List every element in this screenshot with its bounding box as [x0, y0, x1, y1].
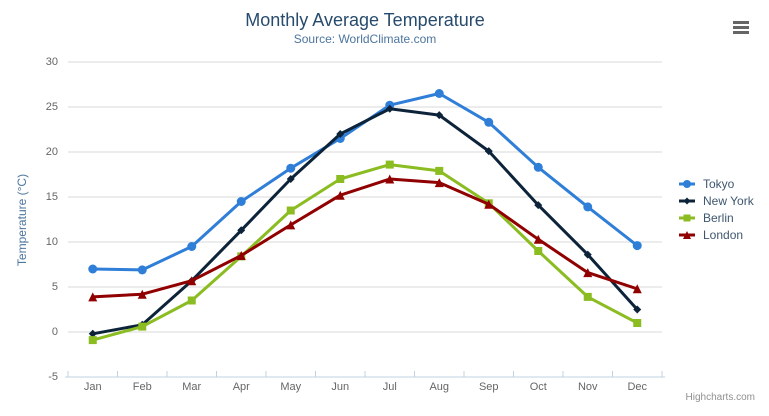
x-axis-label: Dec — [627, 381, 648, 393]
y-axis-label: 0 — [51, 326, 58, 338]
x-axis-label: Jul — [382, 381, 397, 393]
x-axis-label: Aug — [429, 381, 450, 393]
y-axis-label: 5 — [51, 281, 58, 293]
series-new-york[interactable] — [88, 104, 642, 338]
x-axis-label: Nov — [577, 381, 598, 393]
hamburger-icon — [733, 31, 749, 34]
square-legend-marker-icon — [679, 214, 695, 221]
chart-title: Monthly Average Temperature — [245, 10, 485, 30]
x-axis — [65, 371, 665, 378]
series-tokyo[interactable] — [88, 89, 642, 275]
hamburger-icon — [733, 21, 749, 24]
diamond-legend-marker-icon — [679, 197, 695, 204]
legend-label: New York — [703, 193, 754, 208]
legend-label: Tokyo — [703, 176, 735, 191]
circle-legend-marker-icon — [679, 179, 695, 188]
y-axis-label: 10 — [45, 236, 58, 248]
series-berlin[interactable] — [88, 160, 642, 345]
hamburger-icon — [733, 26, 749, 29]
x-axis-label: Oct — [529, 381, 547, 393]
chart-subtitle: Source: WorldClimate.com — [293, 32, 437, 46]
series-london[interactable] — [88, 174, 642, 302]
legend-item-tokyo[interactable]: Tokyo — [678, 175, 754, 192]
x-axis-label: Sep — [478, 381, 499, 393]
x-axis-label: May — [280, 381, 302, 393]
triangle-legend-marker-icon — [679, 230, 695, 239]
credits-link[interactable]: Highcharts.com — [685, 392, 755, 403]
x-axis-label: Apr — [232, 381, 250, 393]
x-axis-label: Jun — [331, 381, 350, 393]
y-axis-label: 20 — [45, 146, 58, 158]
x-axis-label: Mar — [182, 381, 202, 393]
legend-item-london[interactable]: London — [678, 226, 754, 243]
y-axis-label: 30 — [45, 56, 58, 68]
y-axis-label: 25 — [45, 101, 58, 113]
y-axis-label: 15 — [45, 191, 58, 203]
legend-label: London — [703, 227, 744, 242]
export-menu-button[interactable] — [733, 21, 749, 34]
x-axis-label: Jan — [83, 381, 102, 393]
y-axis-label: -5 — [48, 371, 58, 383]
legend: Tokyo New York Berlin London — [678, 175, 754, 243]
x-axis-label: Feb — [132, 381, 152, 393]
legend-item-new-york[interactable]: New York — [678, 192, 754, 209]
legend-label: Berlin — [703, 210, 734, 225]
legend-item-berlin[interactable]: Berlin — [678, 209, 754, 226]
